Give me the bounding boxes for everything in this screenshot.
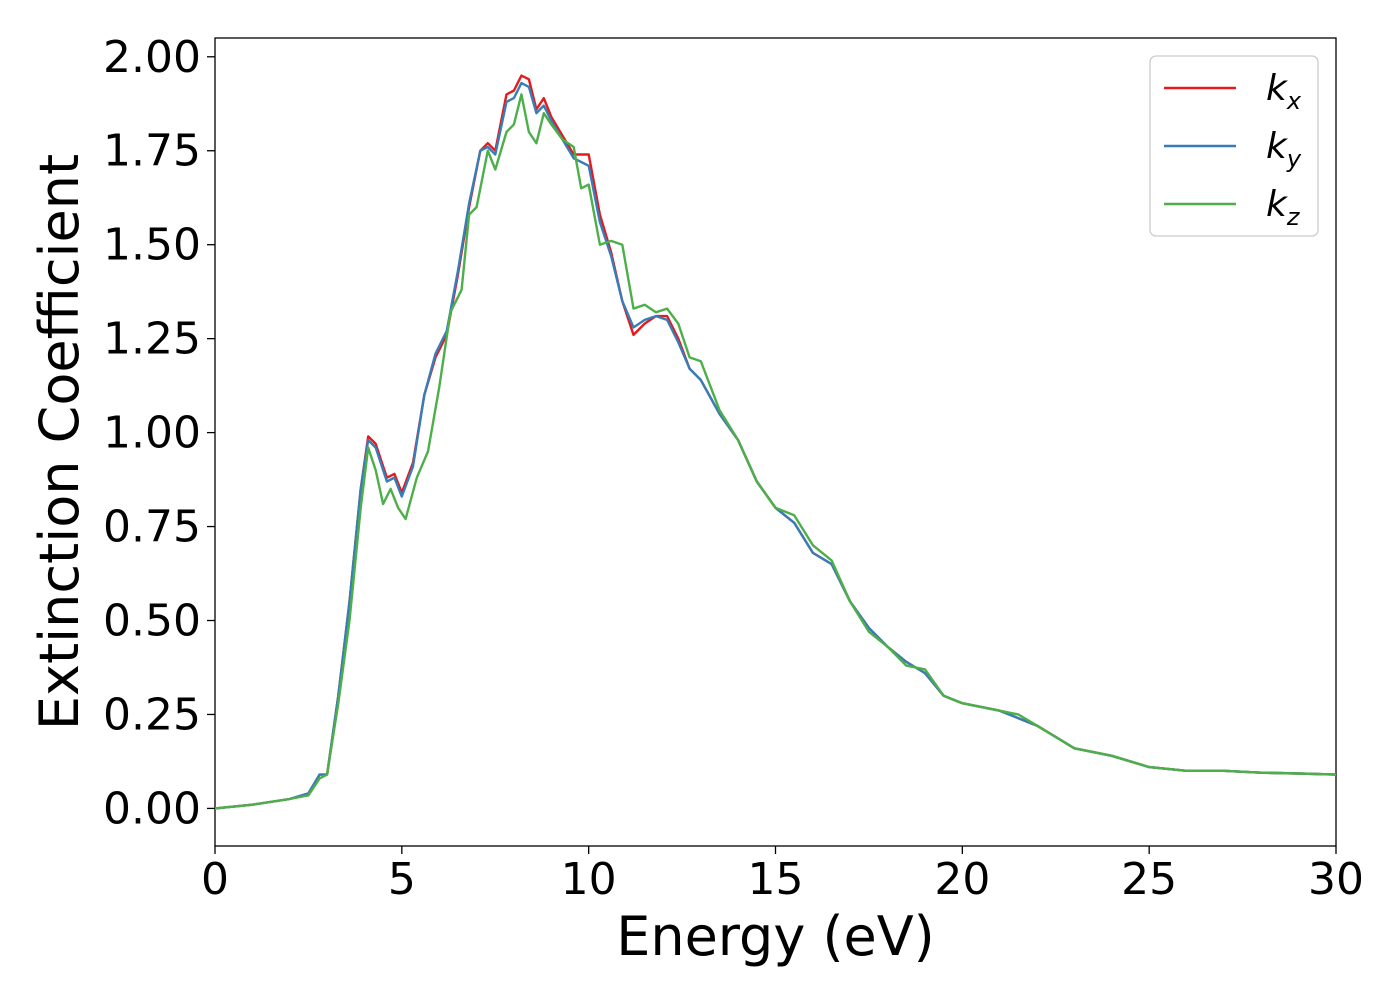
legend-label-k-x: kx <box>1266 68 1302 115</box>
y-tick-label: 1.00 <box>103 408 201 459</box>
x-axis: 0 5 10 15 20 25 30 <box>201 846 1364 905</box>
y-tick-label: 1.25 <box>103 314 201 365</box>
x-tick-label: 0 <box>201 854 229 905</box>
x-tick-label: 15 <box>748 854 804 905</box>
y-tick-label: 1.75 <box>103 126 201 177</box>
y-axis: 0.00 0.25 0.50 0.75 1.00 1.25 1.50 1.75 2.00 <box>103 32 215 834</box>
y-tick-label: 0.50 <box>103 596 201 647</box>
legend: kx ky kz <box>1149 55 1319 237</box>
x-tick-label: 10 <box>561 854 617 905</box>
x-tick-label: 25 <box>1121 854 1177 905</box>
legend-label-k-y: ky <box>1266 126 1302 173</box>
y-tick-label: 0.00 <box>103 783 201 834</box>
x-axis-title: Energy (eV) <box>616 905 935 968</box>
x-tick-label: 30 <box>1308 854 1364 905</box>
x-tick-label: 5 <box>388 854 416 905</box>
legend-label-k-z: kz <box>1266 184 1301 231</box>
y-axis-title: Extinction Coefficient <box>28 154 91 730</box>
y-tick-label: 0.25 <box>103 689 201 740</box>
series-line-k-z <box>215 93 1336 810</box>
x-tick-label: 20 <box>934 854 990 905</box>
y-tick-label: 1.50 <box>103 220 201 271</box>
series-layer <box>215 74 1336 810</box>
y-tick-label: 0.75 <box>103 502 201 553</box>
y-tick-label: 2.00 <box>103 32 201 83</box>
